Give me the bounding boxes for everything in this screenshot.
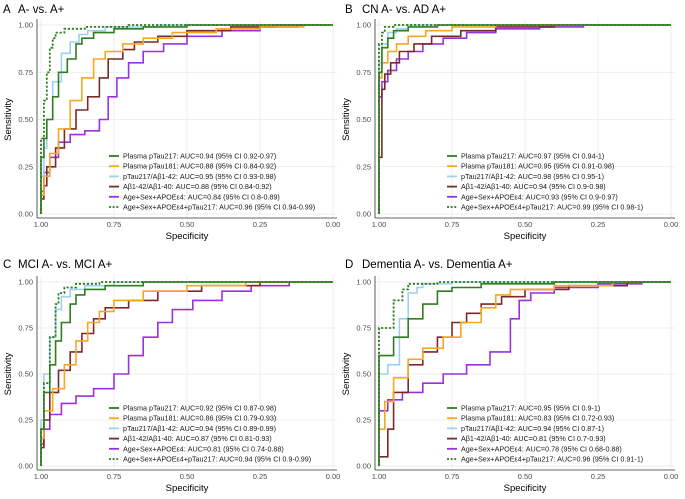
x-tick-label: 0.00 (664, 472, 679, 481)
legend-entry: Plasma pTau181: AUC=0.95 (95% CI 0.91-0.… (461, 162, 614, 171)
x-tick-label: 0.75 (445, 220, 460, 229)
y-tick-label: 0.25 (356, 162, 371, 171)
legend-entry: Age+Sex+APOEε4: AUC=0.78 (95% CI 0.68-0.… (461, 444, 622, 453)
x-tick-label: 0.75 (107, 472, 122, 481)
legend-entry: Plasma pTau181: AUC=0.83 (95% CI 0.72-0.… (461, 414, 614, 423)
x-tick-label: 0.50 (180, 472, 195, 481)
legend-entry: Plasma pTau217: AUC=0.94 (95% CI 0.92-0.… (123, 152, 276, 161)
legend-entry: Age+Sex+APOEε4+pTau217: AUC=0.96 (95% CI… (123, 203, 315, 212)
y-tick-label: 1.00 (18, 278, 33, 287)
x-tick-label: 0.25 (253, 472, 268, 481)
y-tick-label: 0.25 (18, 416, 33, 425)
legend-entry: Aβ1-42/Aβ1-40: AUC=0.81 (95% CI 0.7-0.93… (461, 434, 606, 443)
legend-entry: Plasma pTau217: AUC=0.97 (95% CI 0.94-1) (461, 152, 604, 161)
panel-b-label: B (345, 4, 353, 16)
x-tick-label: 1.00 (34, 220, 49, 229)
x-tick-label: 0.00 (326, 220, 341, 229)
y-tick-label: 0.75 (18, 68, 33, 77)
panel-a-title: A- vs. A+ (18, 4, 65, 16)
y-tick-label: 0.00 (356, 210, 371, 219)
legend-entry: Age+Sex+APOEε4: AUC=0.81 (95% CI 0.74-0.… (123, 444, 284, 453)
x-tick-label: 0.50 (518, 472, 533, 481)
legend-entry: pTau217/Aβ1-42: AUC=0.94 (95% CI 0.87-1) (461, 424, 604, 433)
x-tick-label: 1.00 (372, 472, 387, 481)
y-tick-label: 0.50 (356, 370, 371, 379)
x-tick-label: 0.25 (591, 472, 606, 481)
x-tick-label: 0.75 (445, 472, 460, 481)
panel-c: C MCI A- vs. MCI A+ 1.00 0.75 0.50 0.25 0.00… (3, 259, 340, 494)
y-axis-title: Sensitivity (341, 98, 352, 141)
legend-entry: Plasma pTau217: AUC=0.95 (95% CI 0.9-1) (461, 404, 600, 413)
panel-d-title: Dementia A- vs. Dementia A+ (362, 259, 513, 271)
x-tick-label: 0.75 (107, 220, 122, 229)
x-tick-label: 1.00 (372, 220, 387, 229)
x-axis-title: Specificity (504, 483, 547, 494)
x-tick-label: 1.00 (34, 472, 49, 481)
y-tick-label: 0.00 (356, 462, 371, 471)
x-tick-label: 0.50 (180, 220, 195, 229)
legend-entry: pTau217/Aβ1-42: AUC=0.94 (95% CI 0.89-0.… (123, 424, 276, 433)
x-tick-label: 0.00 (326, 472, 341, 481)
y-tick-label: 0.50 (18, 370, 33, 379)
legend-entry: pTau217/Aβ1-42: AUC=0.98 (95% CI 0.95-1) (461, 172, 604, 181)
panel-c-label: C (3, 259, 11, 271)
y-tick-label: 0.75 (356, 68, 371, 77)
y-tick-label: 0.75 (18, 324, 33, 333)
panel-b-title: CN A- vs. AD A+ (362, 4, 446, 16)
legend-entry: Plasma pTau217: AUC=0.92 (95% CI 0.87-0.… (123, 404, 276, 413)
x-axis-title: Specificity (166, 483, 209, 494)
legend-entry: pTau217/Aβ1-42: AUC=0.95 (95% CI 0.93-0.… (123, 172, 276, 181)
legend-entry: Age+Sex+APOEε4: AUC=0.84 (95% CI 0.8-0.8… (123, 192, 280, 201)
x-axis-title: Specificity (166, 231, 209, 242)
legend-entry: Age+Sex+APOEε4+pTau217: AUC=0.99 (95% CI… (461, 203, 643, 212)
y-tick-label: 0.25 (356, 416, 371, 425)
y-tick-label: 0.50 (18, 115, 33, 124)
panel-d: D Dementia A- vs. Dementia A+ 1.00 0.75 0.… (341, 259, 678, 494)
y-axis-title: Sensitivity (3, 98, 14, 141)
y-tick-label: 1.00 (18, 21, 33, 30)
panel-d-label: D (345, 259, 353, 271)
legend-entry: Aβ1-42/Aβ1-40: AUC=0.88 (95% CI 0.84-0.9… (123, 182, 272, 191)
panel-b: B CN A- vs. AD A+ 1.00 0.75 0.50 0.25 0.00 0.… (341, 4, 678, 242)
y-tick-label: 0.25 (18, 162, 33, 171)
legend-entry: Age+Sex+APOEε4: AUC=0.93 (95% CI 0.9-0.9… (461, 192, 618, 201)
panel-a-label: A (3, 4, 11, 16)
x-tick-label: 0.50 (518, 220, 533, 229)
y-tick-label: 0.00 (18, 462, 33, 471)
y-tick-label: 1.00 (356, 278, 371, 287)
y-tick-label: 0.50 (356, 115, 371, 124)
panel-a: A A- vs. A+ 1.00 0.75 0.50 0.25 0.00 0.00 0.25… (3, 4, 340, 242)
roc-figure: A A- vs. A+ 1.00 0.75 0.50 0.25 0.00 0.00 0.25… (0, 0, 685, 499)
y-tick-label: 0.00 (18, 210, 33, 219)
x-tick-label: 0.00 (664, 220, 679, 229)
legend-entry: Plasma pTau181: AUC=0.86 (95% CI 0.79-0.… (123, 414, 276, 423)
legend-entry: Age+Sex+APOEε4+pTau217: AUC=0.96 (95% CI… (461, 455, 643, 464)
y-axis-title: Sensitivity (3, 352, 14, 395)
legend-entry: Aβ1-42/Aβ1-40: AUC=0.87 (95% CI 0.81-0.9… (123, 434, 272, 443)
y-tick-label: 0.75 (356, 324, 371, 333)
legend-entry: Aβ1-42/Aβ1-40: AUC=0.94 (95% CI 0.9-0.98… (461, 182, 606, 191)
legend-entry: Age+Sex+APOEε4+pTau217: AUC=0.94 (95% CI… (123, 455, 311, 464)
panel-c-title: MCI A- vs. MCI A+ (18, 259, 113, 271)
x-tick-label: 0.25 (253, 220, 268, 229)
y-tick-label: 1.00 (356, 21, 371, 30)
x-tick-label: 0.25 (591, 220, 606, 229)
y-axis-title: Sensitivity (341, 352, 352, 395)
legend-entry: Plasma pTau181: AUC=0.88 (95% CI 0.84-0.… (123, 162, 276, 171)
x-axis-title: Specificity (504, 231, 547, 242)
